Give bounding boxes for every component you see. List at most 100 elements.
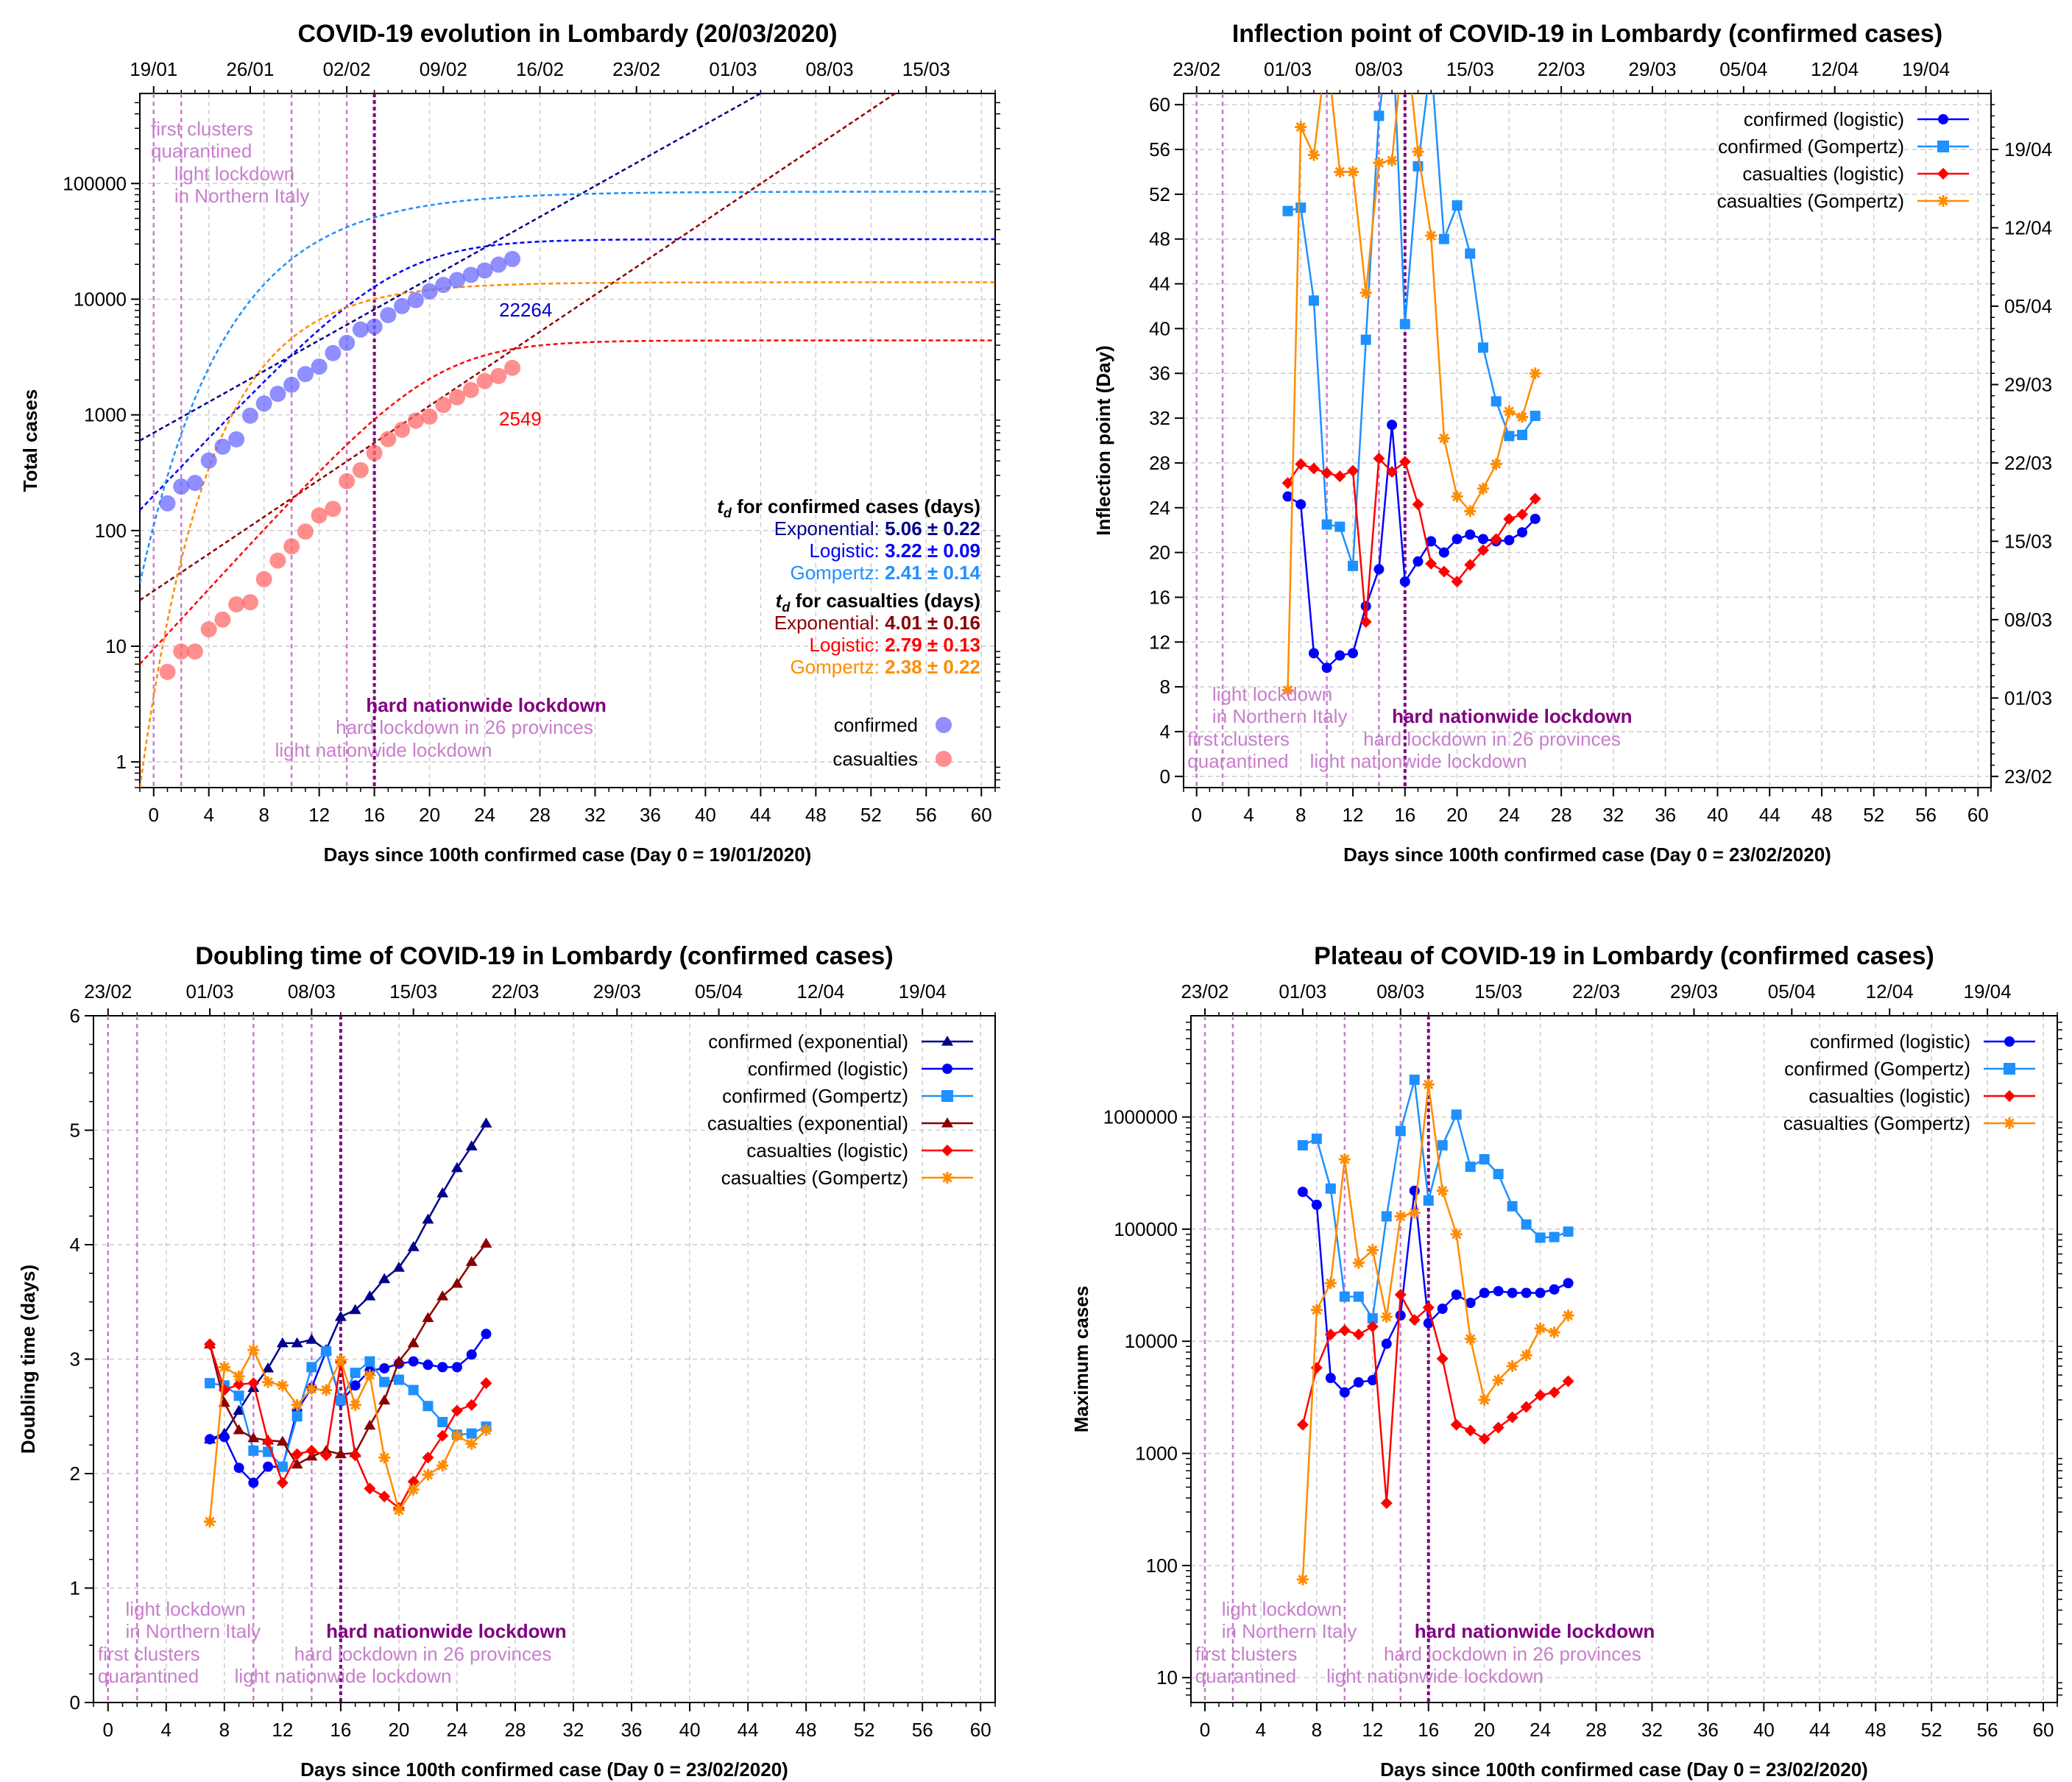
data-point — [1394, 1210, 1407, 1223]
data-point — [1334, 521, 1346, 532]
legend-label: casualties (Gompertz) — [1717, 190, 1904, 212]
x-tick-label: 12 — [308, 804, 330, 826]
legend-label: confirmed (logistic) — [1810, 1030, 1970, 1053]
x-tick-label: 28 — [1551, 804, 1572, 826]
data-point — [1295, 499, 1307, 510]
data-point — [228, 596, 245, 613]
data-point — [1321, 662, 1332, 673]
data-point — [1535, 1287, 1546, 1298]
data-point — [407, 412, 424, 429]
data-point — [1562, 1375, 1574, 1387]
data-point — [1308, 295, 1319, 306]
data-point — [379, 1362, 390, 1373]
x-tick-label: 48 — [1811, 804, 1833, 826]
annotation-text: first clusters — [1187, 728, 1290, 750]
data-point — [1295, 458, 1307, 470]
data-point — [1490, 533, 1502, 545]
data-point — [1348, 648, 1359, 659]
data-point — [364, 1356, 375, 1367]
x-tick-label: 28 — [505, 1719, 526, 1741]
x-tick-label: 32 — [563, 1719, 584, 1741]
y-tick-label: 52 — [1149, 183, 1170, 205]
data-point — [364, 1290, 376, 1301]
annotation-text: first clusters — [151, 118, 253, 140]
x-tick-label: 16 — [1418, 1719, 1439, 1741]
data-point — [241, 594, 258, 611]
y-tick-label: 20 — [1149, 542, 1170, 564]
axes: 0 4 8 12 16 20 24 28 32 36 40 44 48 52 56 6004812162024… — [1149, 58, 2052, 826]
data-point — [204, 1338, 216, 1351]
series — [1297, 1074, 1574, 1324]
data-point — [325, 344, 342, 361]
annotation-text: light nationwide lockdown — [1310, 750, 1527, 772]
legend: confirmed (exponential) confirmed (logist… — [707, 1030, 973, 1189]
axes: 0 4 8 12 16 20 24 28 32 36 40 44 48 52 56 60012345623/0… — [70, 980, 996, 1741]
data-point — [421, 283, 438, 300]
data-point — [1452, 200, 1463, 211]
x-tick-label: 8 — [1295, 804, 1306, 826]
data-point — [1549, 1231, 1560, 1242]
data-point — [1408, 1206, 1421, 1219]
x-tick-label: 24 — [474, 804, 495, 826]
data-point — [1308, 648, 1319, 659]
x-tick-label: 60 — [1967, 804, 1989, 826]
top-tick-label: 16/02 — [516, 58, 564, 80]
data-point — [247, 1377, 260, 1390]
data-point — [219, 1432, 230, 1443]
x-tick-label: 20 — [1474, 1719, 1495, 1741]
data-point — [1395, 1310, 1406, 1321]
data-point — [1450, 1418, 1463, 1431]
right-tick-label: 12/04 — [2004, 217, 2052, 239]
data-point — [1339, 1387, 1350, 1398]
data-point — [1409, 1074, 1420, 1085]
y-tick-label: 5 — [70, 1120, 80, 1142]
x-tick-label: 20 — [388, 1719, 409, 1741]
fit-line — [140, 191, 995, 584]
series — [159, 359, 521, 680]
data-point — [247, 1344, 260, 1357]
data-point — [1422, 1301, 1435, 1314]
data-point — [321, 1346, 332, 1357]
legend-marker — [941, 1090, 953, 1102]
x-tick-label: 44 — [1809, 1719, 1831, 1741]
data-point — [1295, 202, 1307, 213]
data-point — [504, 250, 521, 267]
data-point — [1387, 10, 1397, 21]
series — [1296, 1289, 1574, 1510]
data-point — [1366, 1244, 1379, 1256]
data-point — [291, 1448, 303, 1460]
x-tick-label: 0 — [1200, 1719, 1210, 1741]
data-point — [364, 1369, 376, 1382]
data-point — [465, 1140, 478, 1150]
data-point — [205, 1378, 216, 1389]
x-tick-label: 60 — [970, 1719, 991, 1741]
annotation-text: light lockdown — [1212, 683, 1332, 705]
data-point — [200, 452, 217, 469]
data-point — [1380, 1497, 1393, 1510]
data-point — [291, 1411, 303, 1422]
data-point — [422, 1401, 434, 1412]
plot-area — [140, 93, 995, 788]
legend-marker — [941, 1036, 953, 1046]
x-tick-label: 48 — [796, 1719, 817, 1741]
data-point — [451, 1362, 462, 1373]
data-point — [407, 1337, 420, 1348]
chart-title: Doubling time of COVID-19 in Lombardy (c… — [195, 942, 893, 970]
series — [1296, 1078, 1574, 1585]
data-point — [476, 372, 493, 389]
right-tick-label: 15/03 — [2004, 530, 2052, 552]
y-tick-label: 16 — [1149, 586, 1170, 608]
data-point — [1516, 411, 1529, 423]
right-tick-label: 29/03 — [2004, 373, 2052, 395]
inflection-chart: 0 4 8 12 16 20 24 28 32 36 40 44 48 52 56 6004812162024… — [1092, 10, 2052, 866]
legend-marker — [1937, 168, 1949, 180]
data-point — [1493, 1169, 1504, 1180]
data-point — [233, 1370, 245, 1382]
x-tick-label: 56 — [912, 1719, 933, 1741]
data-point — [449, 272, 466, 289]
plot-area — [1296, 1074, 1574, 1585]
data-point — [1359, 286, 1372, 299]
value-label: 2549 — [499, 408, 542, 430]
data-point — [233, 1463, 244, 1474]
